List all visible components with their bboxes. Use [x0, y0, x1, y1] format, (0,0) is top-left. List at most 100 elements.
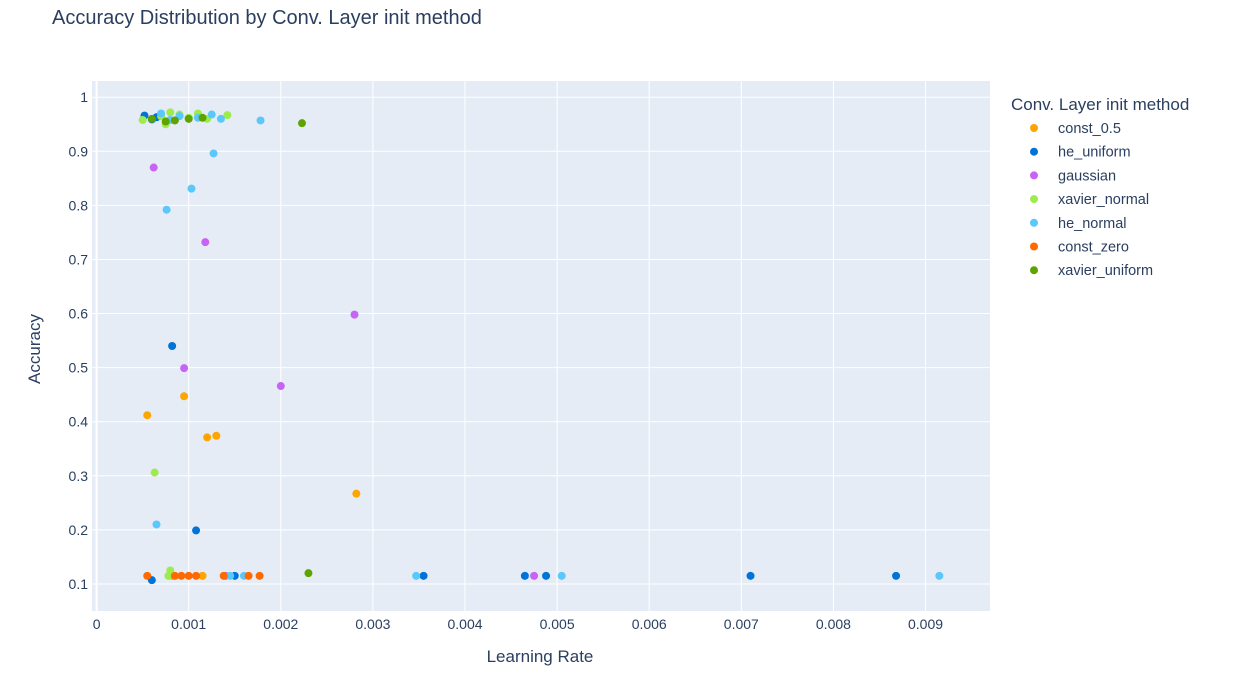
- x-tick-label: 0.005: [540, 616, 575, 632]
- data-point-const_zero: [177, 571, 186, 580]
- data-point-const_zero: [143, 571, 152, 580]
- x-tick-labels: 0 0.001 0.002 0.003 0.004 0.005 0.006 0.007 0.00…: [93, 616, 944, 632]
- legend: const_0.5 he_uniform gaussian xavier_normal…: [1030, 121, 1153, 279]
- data-point-xavier_uniform: [170, 116, 179, 125]
- data-point-xavier_uniform: [184, 114, 193, 123]
- data-point-he_normal: [216, 114, 225, 123]
- data-point-gaussian: [350, 310, 359, 319]
- data-point-he_normal: [157, 109, 166, 118]
- legend-label: he_uniform: [1058, 145, 1131, 161]
- y-tick-label: 0.4: [69, 414, 89, 430]
- data-point-he_uniform: [419, 571, 428, 580]
- legend-item-const_zero[interactable]: const_zero: [1030, 240, 1129, 256]
- legend-label: xavier_uniform: [1058, 263, 1153, 279]
- data-point-xavier_normal: [150, 468, 159, 477]
- chart-title: Accuracy Distribution by Conv. Layer ini…: [52, 7, 482, 29]
- data-point-gaussian: [180, 364, 189, 373]
- legend-item-he_uniform[interactable]: he_uniform: [1030, 145, 1131, 161]
- legend-marker: [1030, 124, 1038, 132]
- data-point-xavier_uniform: [304, 569, 313, 578]
- data-point-const_zero: [244, 571, 253, 580]
- data-point-he_normal: [209, 149, 218, 158]
- data-point-const_0.5: [198, 571, 207, 580]
- data-point-const_zero: [184, 571, 193, 580]
- legend-marker: [1030, 266, 1038, 275]
- legend-marker: [1030, 147, 1038, 156]
- data-point-gaussian: [149, 163, 158, 172]
- legend-title: Conv. Layer init method: [1011, 95, 1189, 114]
- data-point-gaussian: [201, 238, 210, 247]
- data-point-he_normal: [557, 571, 566, 580]
- data-point-xavier_uniform: [297, 119, 306, 128]
- data-point-he_normal: [226, 571, 235, 580]
- data-point-xavier_normal: [223, 111, 232, 120]
- data-point-he_uniform: [892, 571, 901, 580]
- plot-area: [92, 81, 990, 611]
- legend-label: gaussian: [1058, 168, 1116, 184]
- legend-marker: [1030, 242, 1038, 251]
- legend-item-gaussian[interactable]: gaussian: [1030, 168, 1116, 184]
- data-point-he_uniform: [746, 571, 755, 580]
- data-point-he_normal: [187, 184, 196, 193]
- data-point-he_uniform: [168, 342, 177, 350]
- data-point-const_0.5: [352, 489, 361, 498]
- legend-item-xavier_normal[interactable]: xavier_normal: [1030, 192, 1149, 208]
- x-tick-label: 0.006: [632, 616, 667, 632]
- x-tick-label: 0.002: [263, 616, 298, 632]
- y-tick-label: 0.5: [69, 360, 89, 376]
- y-tick-label: 1: [80, 89, 88, 105]
- data-point-const_zero: [219, 571, 228, 580]
- grid-lines: [92, 81, 990, 611]
- series-xavier_uniform: [147, 113, 313, 578]
- data-point-he_normal: [152, 520, 161, 529]
- data-point-xavier_normal: [164, 571, 173, 580]
- legend-label: he_normal: [1058, 216, 1127, 232]
- legend-label: const_0.5: [1058, 121, 1121, 137]
- y-tick-label: 0.7: [69, 251, 89, 267]
- legend-marker: [1030, 195, 1038, 204]
- data-point-const_zero: [255, 571, 264, 580]
- data-point-he_normal: [256, 116, 265, 125]
- data-point-const_zero: [170, 571, 179, 580]
- data-point-const_0.5: [212, 431, 221, 440]
- series-const_zero: [143, 571, 264, 580]
- legend-item-he_normal[interactable]: he_normal: [1030, 216, 1127, 232]
- data-point-he_normal: [412, 571, 421, 580]
- x-tick-label: 0.003: [355, 616, 390, 632]
- legend-label: const_zero: [1058, 240, 1129, 256]
- y-tick-label: 0.9: [69, 143, 89, 159]
- y-tick-label: 0.1: [69, 576, 89, 592]
- y-tick-label: 0.3: [69, 468, 89, 484]
- x-tick-label: 0.001: [171, 616, 206, 632]
- x-tick-label: 0.007: [724, 616, 759, 632]
- y-tick-label: 0.2: [69, 522, 89, 538]
- data-point-xavier_uniform: [198, 113, 207, 122]
- data-point-const_0.5: [143, 411, 152, 420]
- legend-item-xavier_uniform[interactable]: xavier_uniform: [1030, 263, 1153, 279]
- legend-marker: [1030, 218, 1038, 227]
- legend-item-const_0.5[interactable]: const_0.5: [1030, 121, 1121, 137]
- data-point-const_zero: [192, 571, 201, 580]
- data-point-gaussian: [530, 571, 539, 580]
- x-tick-label: 0.004: [447, 616, 482, 632]
- data-point-he_uniform: [520, 571, 529, 580]
- y-axis-title: Accuracy: [25, 314, 44, 384]
- x-tick-label: 0.008: [816, 616, 851, 632]
- x-tick-label: 0.009: [908, 616, 943, 632]
- data-point-gaussian: [276, 382, 285, 391]
- data-point-he_uniform: [542, 571, 551, 580]
- x-tick-label: 0: [93, 616, 101, 632]
- data-point-xavier_uniform: [161, 117, 170, 126]
- data-point-const_0.5: [203, 433, 212, 442]
- data-point-he_normal: [935, 571, 944, 580]
- data-point-he_normal: [162, 205, 171, 214]
- data-points: [138, 108, 944, 585]
- data-point-xavier_uniform: [147, 114, 156, 123]
- legend-label: xavier_normal: [1058, 192, 1149, 208]
- data-point-he_normal: [207, 110, 216, 119]
- y-tick-labels: 0.1 0.2 0.3 0.4 0.5 0.6 0.7 0.8 0.9 1: [69, 89, 89, 592]
- data-point-he_uniform: [192, 526, 201, 535]
- y-tick-label: 0.6: [69, 306, 89, 322]
- y-tick-label: 0.8: [69, 197, 89, 213]
